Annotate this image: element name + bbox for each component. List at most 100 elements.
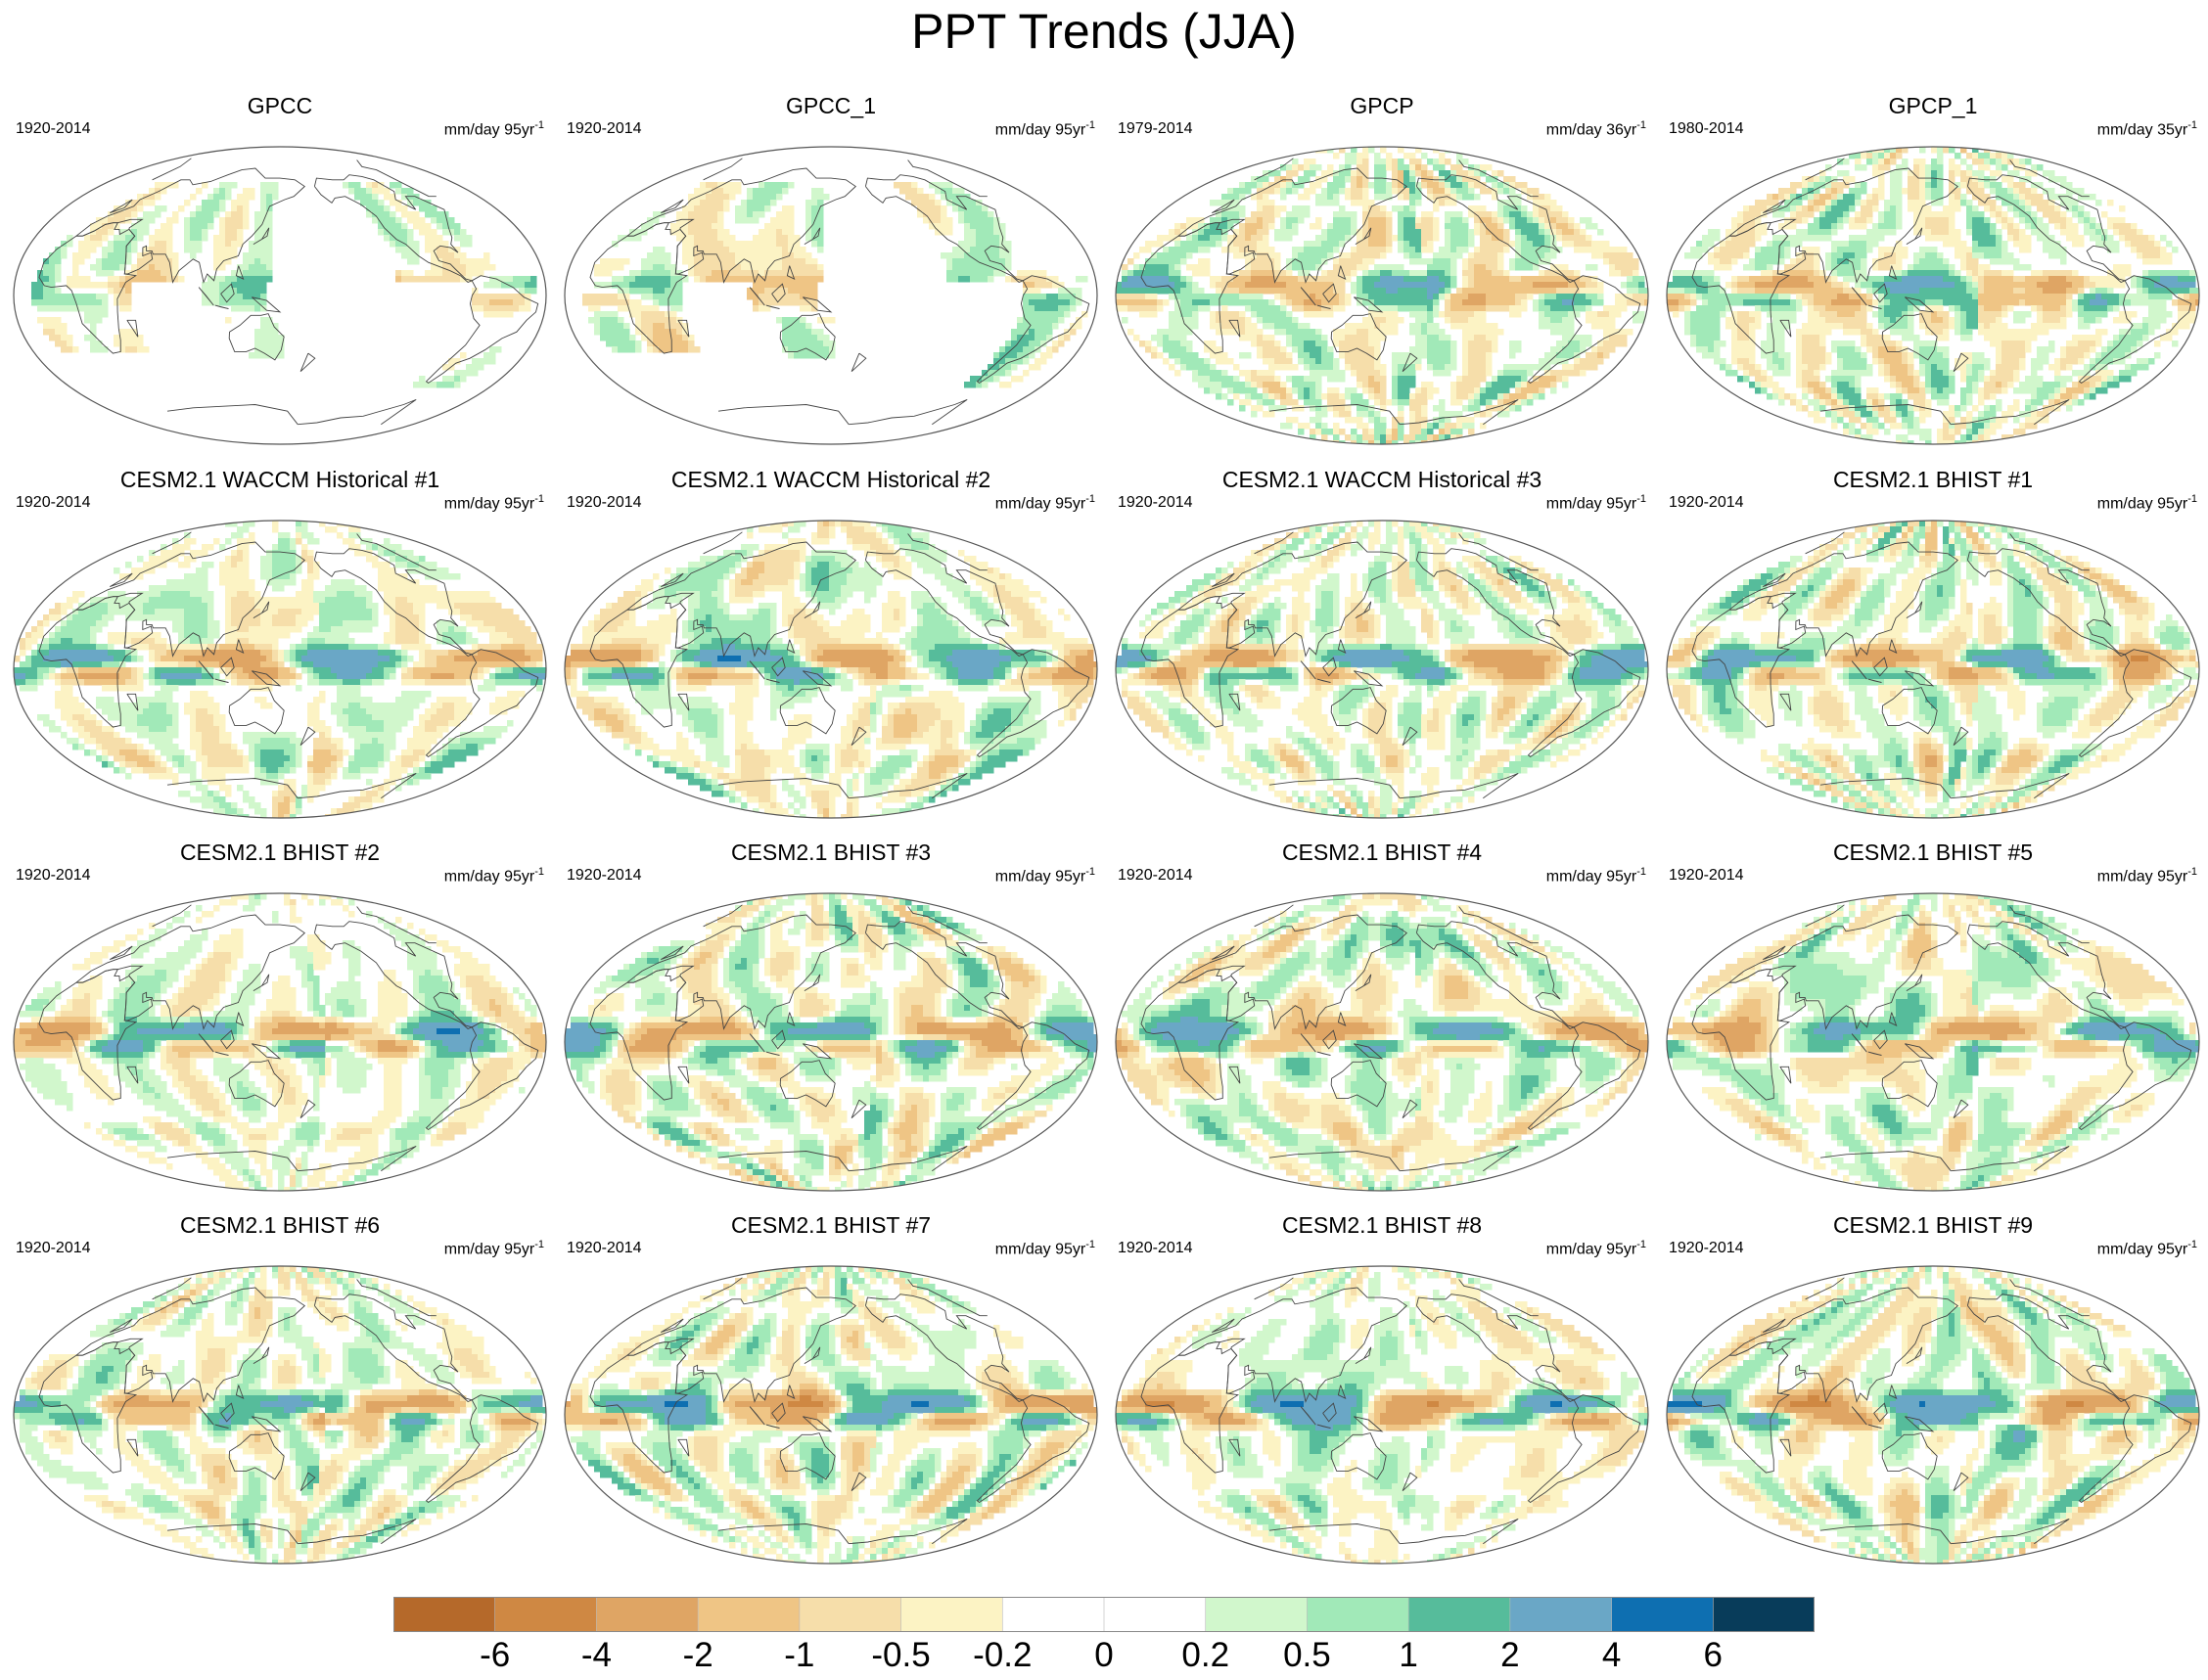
panel-period: 1920-2014 <box>16 866 91 885</box>
panel-period: 1979-2014 <box>1118 119 1193 139</box>
map-panel: CESM2.1 WACCM Historical #2 1920-2014 mm/d… <box>559 466 1103 828</box>
colorbar-swatch <box>1712 1597 1815 1632</box>
panel-units-exponent: -1 <box>1636 1239 1646 1250</box>
panel-title: CESM2.1 BHIST #1 <box>1661 466 2205 493</box>
colorbar-swatch <box>494 1597 598 1632</box>
panel-units-exponent: -1 <box>534 119 544 131</box>
map-panel: CESM2.1 WACCM Historical #1 1920-2014 mm/d… <box>8 466 552 828</box>
world-map <box>1666 1265 2200 1565</box>
panel-title: CESM2.1 WACCM Historical #3 <box>1110 466 1654 493</box>
map-panel: CESM2.1 BHIST #6 1920-2014 mm/day 95yr-1 <box>8 1211 552 1573</box>
trend-field <box>1667 147 2199 444</box>
panel-units: mm/day 95yr-1 <box>444 862 544 886</box>
colorbar-swatch <box>697 1597 801 1632</box>
map-panel: GPCC_1 1920-2014 mm/day 95yr-1 <box>559 92 1103 454</box>
colorbar <box>393 1597 1815 1632</box>
coastlines <box>38 904 539 1172</box>
panel-units-text: mm/day 95yr <box>1546 495 1636 512</box>
panel-units: mm/day 95yr-1 <box>995 862 1095 886</box>
panel-units-text: mm/day 95yr <box>1546 868 1636 885</box>
map-border <box>1115 146 1649 445</box>
map-border <box>13 146 547 445</box>
map-panel: CESM2.1 BHIST #4 1920-2014 mm/day 95yr-1 <box>1110 839 1654 1201</box>
figure-title: PPT Trends (JJA) <box>0 2 2208 61</box>
panel-title: GPCP <box>1110 92 1654 119</box>
map-panel: GPCP 1979-2014 mm/day 36yr-1 <box>1110 92 1654 454</box>
panel-units-exponent: -1 <box>534 493 544 505</box>
panel-period: 1920-2014 <box>1118 1239 1193 1258</box>
trend-field <box>14 1266 546 1564</box>
colorbar-swatch <box>1307 1597 1409 1632</box>
panel-title: CESM2.1 WACCM Historical #2 <box>559 466 1103 493</box>
panel-units: mm/day 35yr-1 <box>2097 115 2197 140</box>
panel-title: CESM2.1 BHIST #8 <box>1110 1211 1654 1239</box>
panel-units: mm/day 95yr-1 <box>444 489 544 514</box>
trend-field <box>1116 147 1648 444</box>
panel-units-exponent: -1 <box>2187 866 2197 878</box>
colorbar-tick-label: 1 <box>1399 1636 1417 1675</box>
colorbar-swatch <box>393 1597 496 1632</box>
panel-units-exponent: -1 <box>1085 1239 1095 1250</box>
panel-period: 1920-2014 <box>567 119 642 139</box>
panel-units-text: mm/day 95yr <box>2097 868 2187 885</box>
world-map <box>564 520 1098 819</box>
world-map <box>1115 892 1649 1192</box>
panel-period: 1920-2014 <box>1669 493 1744 513</box>
panel-units-exponent: -1 <box>1636 866 1646 878</box>
trend-field <box>582 182 1088 388</box>
panel-units: mm/day 95yr-1 <box>2097 1235 2197 1259</box>
map-border <box>1666 520 2200 819</box>
world-map <box>13 146 547 445</box>
panel-period: 1920-2014 <box>1118 493 1193 513</box>
colorbar-swatch <box>596 1597 699 1632</box>
trend-field <box>1116 893 1648 1191</box>
panel-period: 1920-2014 <box>567 493 642 513</box>
coastlines <box>1691 531 2192 799</box>
map-border <box>564 1265 1098 1565</box>
trend-field <box>1667 893 2199 1191</box>
panel-title: CESM2.1 BHIST #3 <box>559 839 1103 866</box>
panel-units-exponent: -1 <box>1085 119 1095 131</box>
colorbar-swatch <box>1001 1597 1105 1632</box>
panel-period: 1920-2014 <box>1669 1239 1744 1258</box>
map-border <box>13 1265 547 1565</box>
colorbar-swatch <box>1205 1597 1309 1632</box>
world-map <box>1115 1265 1649 1565</box>
panel-units-exponent: -1 <box>1636 119 1646 131</box>
panel-units: mm/day 95yr-1 <box>1546 1235 1646 1259</box>
panel-units: mm/day 36yr-1 <box>1546 115 1646 140</box>
map-panel: CESM2.1 BHIST #3 1920-2014 mm/day 95yr-1 <box>559 839 1103 1201</box>
colorbar-tick-label: -0.2 <box>973 1636 1032 1675</box>
colorbar-tick-label: 4 <box>1602 1636 1621 1675</box>
panel-units-text: mm/day 36yr <box>1546 121 1636 138</box>
map-panel: CESM2.1 BHIST #5 1920-2014 mm/day 95yr-1 <box>1661 839 2205 1201</box>
panel-period: 1920-2014 <box>16 1239 91 1258</box>
panel-units-exponent: -1 <box>2187 119 2197 131</box>
map-panel: CESM2.1 BHIST #1 1920-2014 mm/day 95yr-1 <box>1661 466 2205 828</box>
panel-units: mm/day 95yr-1 <box>995 1235 1095 1259</box>
coastlines <box>1691 158 2192 426</box>
colorbar-swatch <box>799 1597 902 1632</box>
world-map <box>564 892 1098 1192</box>
map-panel: CESM2.1 BHIST #7 1920-2014 mm/day 95yr-1 <box>559 1211 1103 1573</box>
world-map <box>1666 892 2200 1192</box>
map-border <box>1115 520 1649 819</box>
coastlines <box>589 531 1090 799</box>
coastlines <box>38 1277 539 1545</box>
coastlines <box>1691 904 2192 1172</box>
trend-field <box>565 1266 1097 1564</box>
map-border <box>564 520 1098 819</box>
panel-units-exponent: -1 <box>1636 493 1646 505</box>
map-panel: GPCP_1 1980-2014 mm/day 35yr-1 <box>1661 92 2205 454</box>
panel-title: CESM2.1 WACCM Historical #1 <box>8 466 552 493</box>
coastlines <box>38 158 539 426</box>
panel-period: 1980-2014 <box>1669 119 1744 139</box>
coastlines <box>38 531 539 799</box>
panel-units-exponent: -1 <box>2187 1239 2197 1250</box>
panel-period: 1920-2014 <box>567 1239 642 1258</box>
trend-field <box>14 893 546 1191</box>
colorbar-swatch <box>1611 1597 1714 1632</box>
panel-title: CESM2.1 BHIST #4 <box>1110 839 1654 866</box>
world-map <box>13 892 547 1192</box>
map-border <box>1115 892 1649 1192</box>
